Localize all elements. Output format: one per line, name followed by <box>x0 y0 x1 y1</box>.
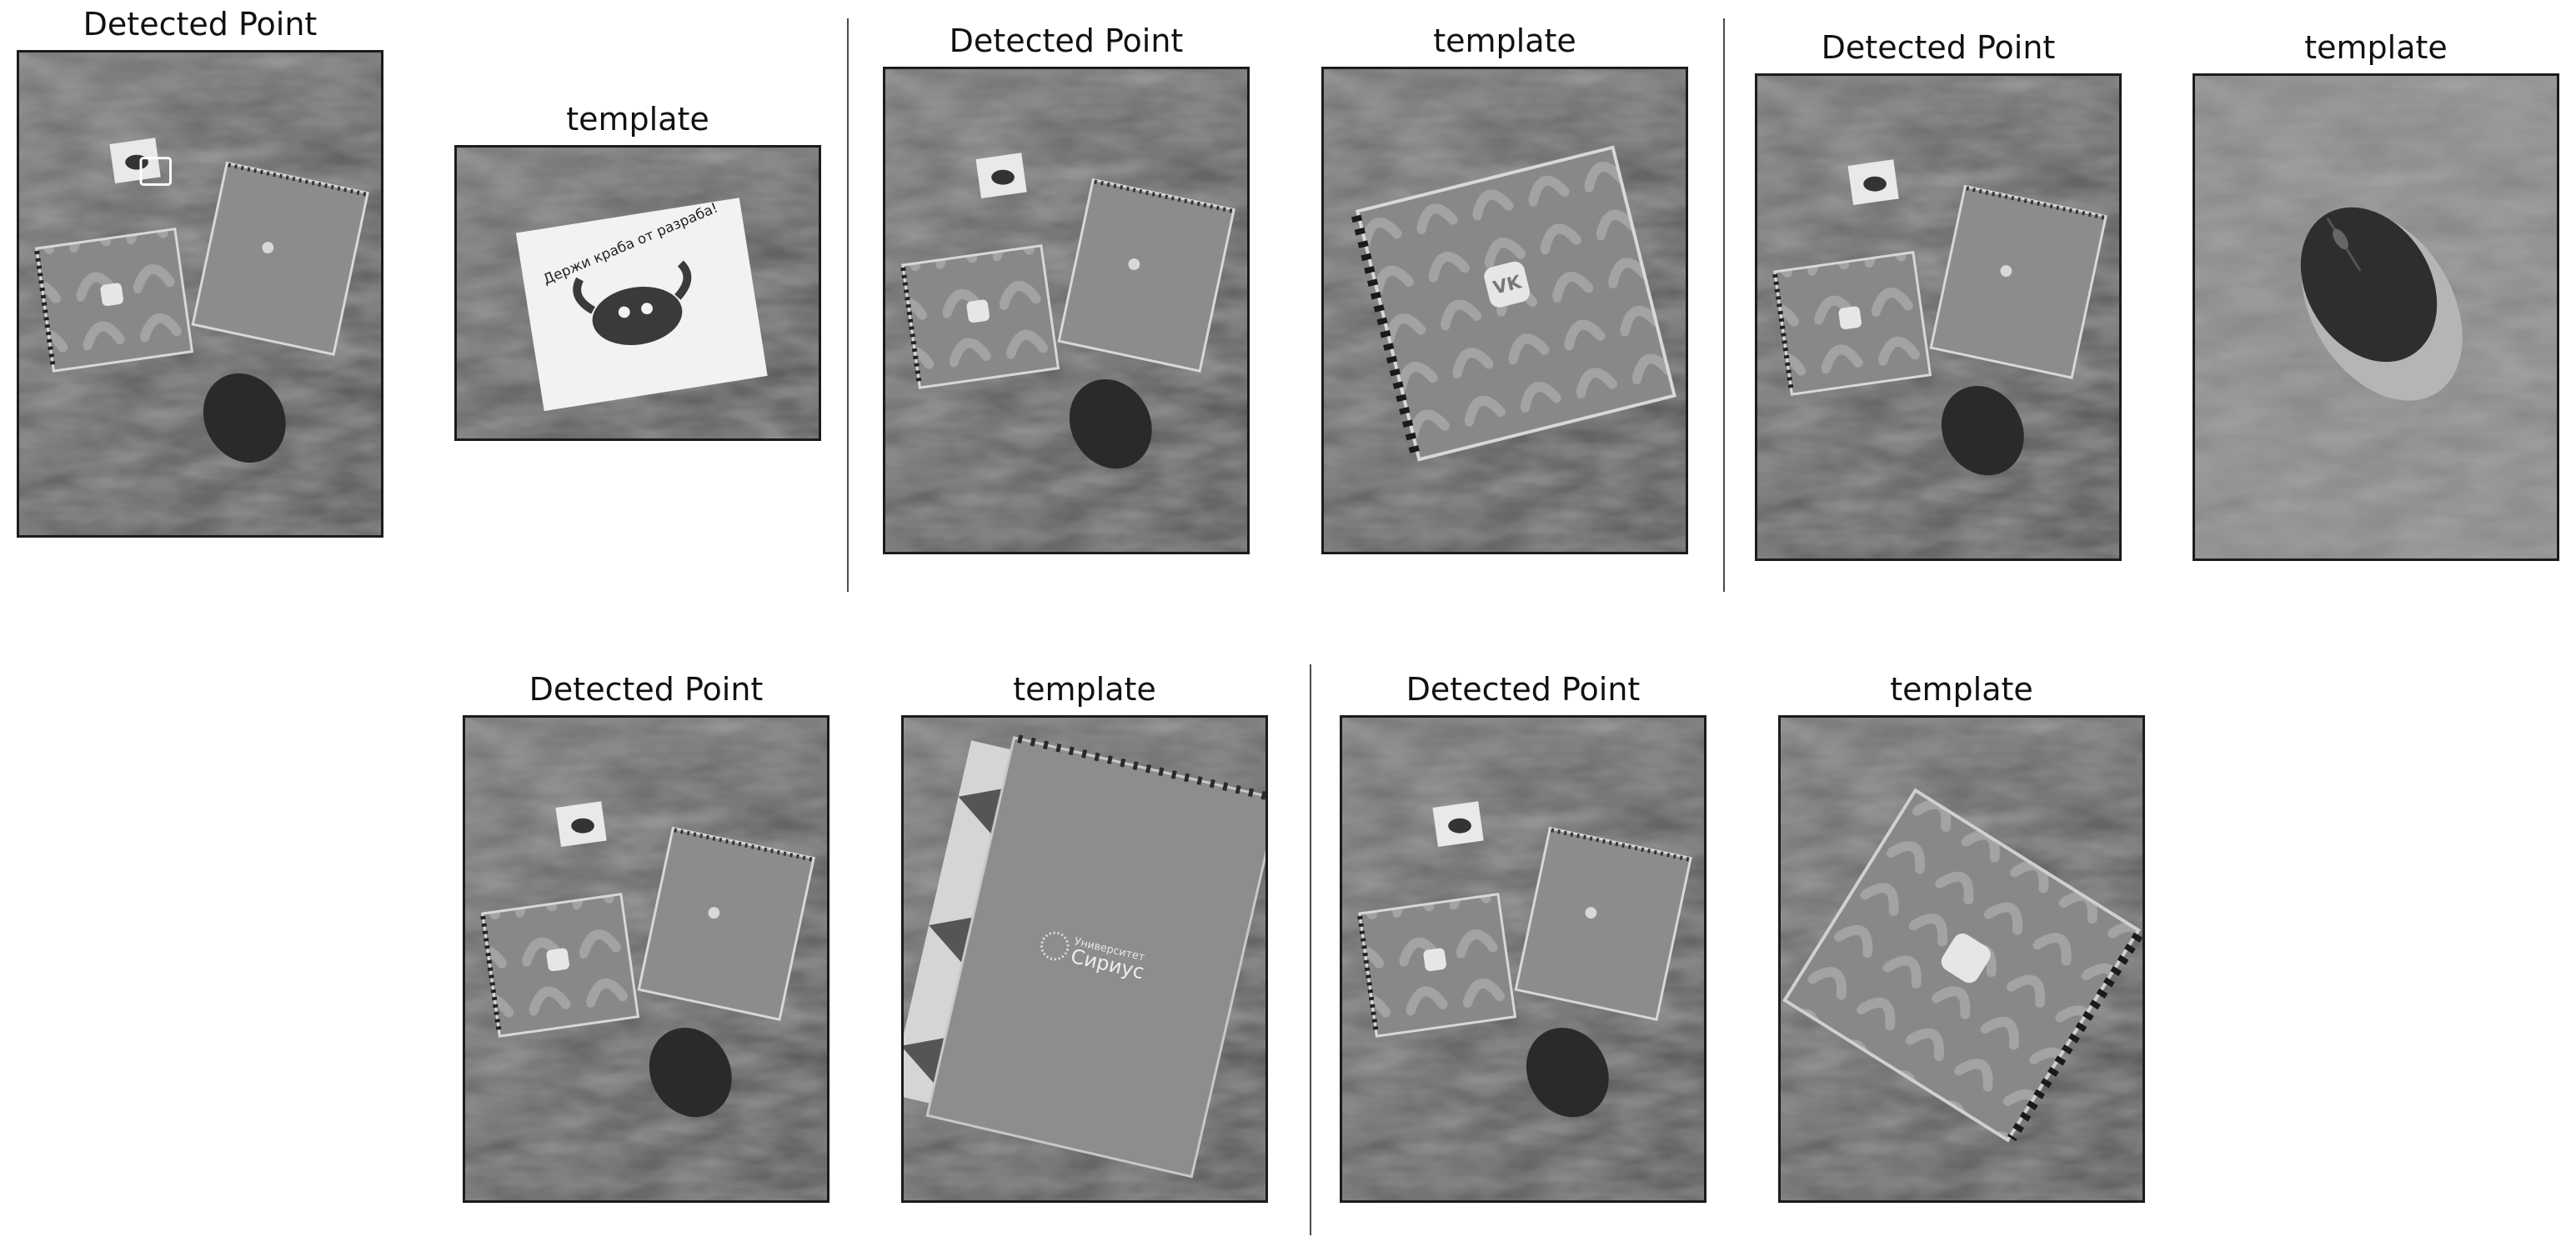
detected-point-marker <box>139 157 172 186</box>
panel-4-title: template <box>1433 23 1576 59</box>
panel-4-template-image: VK <box>1321 67 1688 554</box>
notebook-sirius <box>191 161 369 356</box>
computer-mouse <box>2300 207 2463 401</box>
panel-10-template-image <box>1778 715 2145 1203</box>
divider-1 <box>847 18 849 592</box>
divider-2 <box>1723 18 1725 592</box>
panel-9-detected-image <box>1340 715 1706 1203</box>
panel-5-title: Detected Point <box>1821 29 2056 66</box>
notebook-sirius: Университет Сириус <box>904 734 1265 1179</box>
notebook-vk <box>34 227 194 373</box>
notebook-vk <box>900 243 1060 389</box>
notebook-vk: VK <box>1351 145 1676 462</box>
computer-mouse <box>203 373 286 463</box>
divider-3 <box>1310 664 1311 1235</box>
panel-6-template-image <box>2193 73 2559 561</box>
notebook-sirius <box>637 826 815 1021</box>
crab-sticker: Держи краба от разраба! <box>515 198 768 412</box>
panel-3-title: Detected Point <box>949 23 1184 59</box>
notebook-vk <box>1782 788 2142 1143</box>
panel-10-title: template <box>1890 671 2033 708</box>
panel-9-title: Detected Point <box>1406 671 1641 708</box>
panel-2-title: template <box>566 101 709 138</box>
panel-3-detected-image <box>883 67 1250 554</box>
panel-1-title: Detected Point <box>83 6 318 43</box>
panel-7-title: Detected Point <box>529 671 764 708</box>
panel-1-detected-image <box>17 50 383 538</box>
panel-5-detected-image <box>1755 73 2122 561</box>
panel-8-title: template <box>1013 671 1156 708</box>
computer-mouse <box>1941 386 2024 476</box>
panel-7-detected-image <box>463 715 829 1203</box>
panel-6-title: template <box>2304 29 2448 66</box>
panel-8-template-image: Университет Сириус <box>901 715 1268 1203</box>
panel-2-template-image: Держи краба от разраба! <box>454 145 821 441</box>
notebook-vk <box>1357 892 1517 1038</box>
crab-sticker-small <box>109 138 161 184</box>
